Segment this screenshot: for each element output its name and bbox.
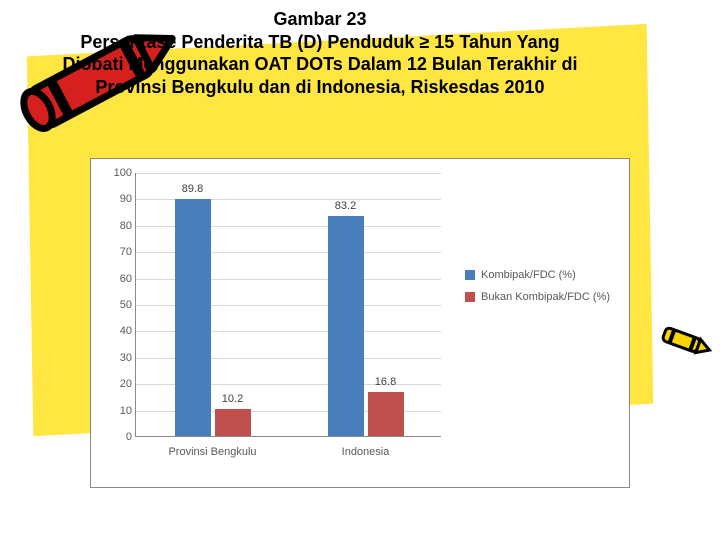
y-tick-label: 40 xyxy=(106,325,132,337)
yellow-crayon-icon xyxy=(654,320,714,368)
y-tick-label: 20 xyxy=(106,378,132,390)
bar-value-label: 89.8 xyxy=(163,183,223,195)
bar-value-label: 83.2 xyxy=(316,200,376,212)
y-tick-label: 90 xyxy=(106,193,132,205)
legend-swatch xyxy=(465,270,475,280)
title-line2: Persentase Penderita TB (D) Penduduk ≥ 1… xyxy=(60,31,580,99)
x-tick-label: Indonesia xyxy=(289,446,442,458)
plot-area: 010203040506070809010089.810.2Provinsi B… xyxy=(135,173,441,437)
legend-item: Bukan Kombipak/FDC (%) xyxy=(465,291,615,303)
y-tick-label: 0 xyxy=(106,431,132,443)
legend-item: Kombipak/FDC (%) xyxy=(465,269,615,281)
bar: 83.2 xyxy=(328,216,364,436)
bar-value-label: 16.8 xyxy=(356,376,416,388)
legend-swatch xyxy=(465,292,475,302)
legend: Kombipak/FDC (%) Bukan Kombipak/FDC (%) xyxy=(465,269,615,313)
y-tick-label: 60 xyxy=(106,273,132,285)
y-tick-label: 10 xyxy=(106,405,132,417)
gridline xyxy=(136,173,441,174)
bar: 16.8 xyxy=(368,392,404,436)
x-tick-label: Provinsi Bengkulu xyxy=(136,446,289,458)
y-tick-label: 50 xyxy=(106,299,132,311)
bar: 10.2 xyxy=(215,409,251,436)
legend-label: Bukan Kombipak/FDC (%) xyxy=(481,291,610,303)
chart-frame: 0 10 20 30 40 50 60 70 80 90 100 89.8 10.2 Provinsi B… xyxy=(90,158,630,488)
bar-value-label: 10.2 xyxy=(203,393,263,405)
legend-label: Kombipak/FDC (%) xyxy=(481,269,576,281)
y-tick-label: 70 xyxy=(106,246,132,258)
y-tick-label: 100 xyxy=(106,167,132,179)
figure-title: Gambar 23 Persentase Penderita TB (D) Pe… xyxy=(60,8,580,98)
title-line1: Gambar 23 xyxy=(60,8,580,31)
y-tick-label: 30 xyxy=(106,352,132,364)
y-tick-label: 80 xyxy=(106,220,132,232)
